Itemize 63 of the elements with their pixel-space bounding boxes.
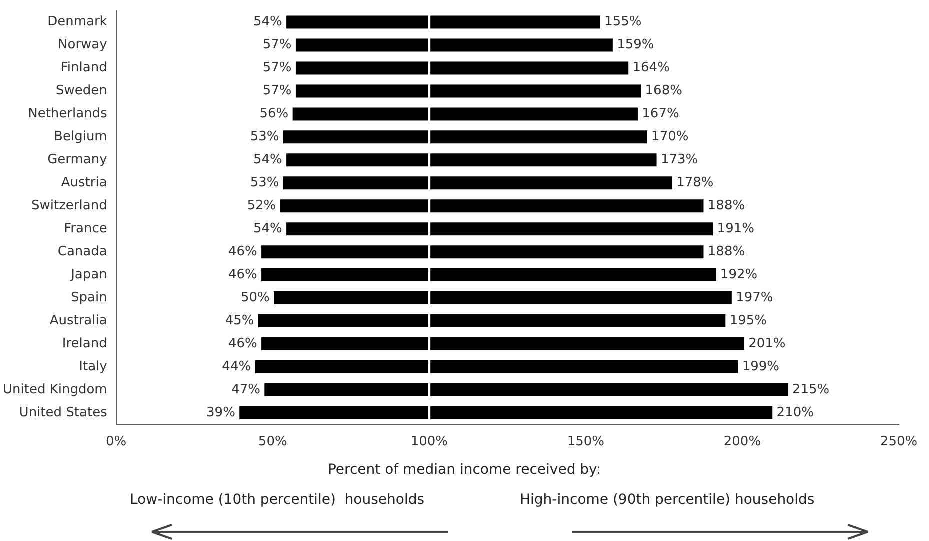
data-label: 54% (253, 221, 282, 236)
y-tick-label: Australia (50, 313, 108, 328)
data-label: 173% (660, 152, 698, 168)
data-label: 168% (645, 84, 682, 99)
data-label: 170% (652, 130, 689, 145)
data-label: 56% (260, 106, 289, 122)
data-label: 46% (228, 267, 258, 282)
data-label: 178% (676, 176, 714, 191)
x-tick-label: 150% (567, 434, 605, 450)
data-label: 201% (748, 336, 786, 352)
text: Low-income (10th percentile) households (130, 492, 425, 508)
y-tick-label: Canada (58, 244, 108, 260)
y-tick-label: Austria (61, 176, 108, 191)
data-label: 46% (228, 336, 258, 352)
y-tick-label: Switzerland (32, 198, 108, 214)
data-label: 191% (717, 221, 754, 236)
data-label: 44% (222, 359, 252, 374)
x-axis-title: Percent of median income received by: (326, 462, 602, 478)
y-tick-label: Spain (71, 290, 108, 306)
y-tick-label: Belgium (54, 130, 108, 145)
y-tick-label: Sweden (56, 84, 108, 99)
y-tick-label: Finland (60, 60, 108, 76)
data-label: 47% (232, 382, 260, 398)
data-label: 197% (736, 290, 774, 306)
text: High-income (90th percentile) households (520, 492, 815, 508)
data-label: 188% (708, 244, 746, 260)
data-label: 159% (617, 38, 654, 53)
data-label: 57% (262, 60, 292, 76)
data-label: 39% (206, 405, 236, 420)
data-label: 53% (250, 176, 280, 191)
data-label: 215% (792, 382, 830, 398)
data-label: 46% (228, 244, 258, 260)
y-tick-label: Denmark (48, 14, 108, 30)
data-label: 53% (250, 130, 280, 145)
data-label: 52% (247, 198, 276, 214)
data-label: 45% (225, 313, 254, 328)
data-label: 195% (730, 313, 767, 328)
x-tick-label: 50% (258, 434, 288, 450)
data-label: 155% (604, 14, 642, 30)
x-tick-label: 250% (880, 434, 918, 450)
data-label: 188% (708, 198, 746, 214)
data-label: 164% (632, 60, 670, 76)
x-tick-label: 100% (410, 434, 448, 450)
y-tick-label: Italy (79, 359, 108, 374)
y-tick-label: United States (19, 405, 108, 420)
y-tick-label: Ireland (62, 336, 108, 352)
y-tick-label: United Kingdom (3, 382, 108, 398)
data-label: 199% (742, 359, 780, 374)
data-label: 54% (253, 14, 282, 30)
data-label: 210% (776, 405, 814, 420)
data-label: 54% (253, 152, 282, 168)
data-label: 167% (642, 106, 680, 122)
y-tick-label: Germany (48, 152, 108, 168)
data-label: 192% (720, 267, 758, 282)
x-tick-label: 200% (724, 434, 762, 450)
y-tick-label: Japan (70, 267, 108, 282)
x-tick-label: 0% (106, 434, 127, 450)
data-label: 57% (262, 84, 292, 99)
y-tick-label: France (64, 221, 108, 236)
y-tick-label: Norway (58, 38, 108, 53)
y-tick-label: Netherlands (28, 106, 108, 122)
data-label: 57% (262, 38, 292, 53)
data-label: 50% (240, 290, 270, 306)
